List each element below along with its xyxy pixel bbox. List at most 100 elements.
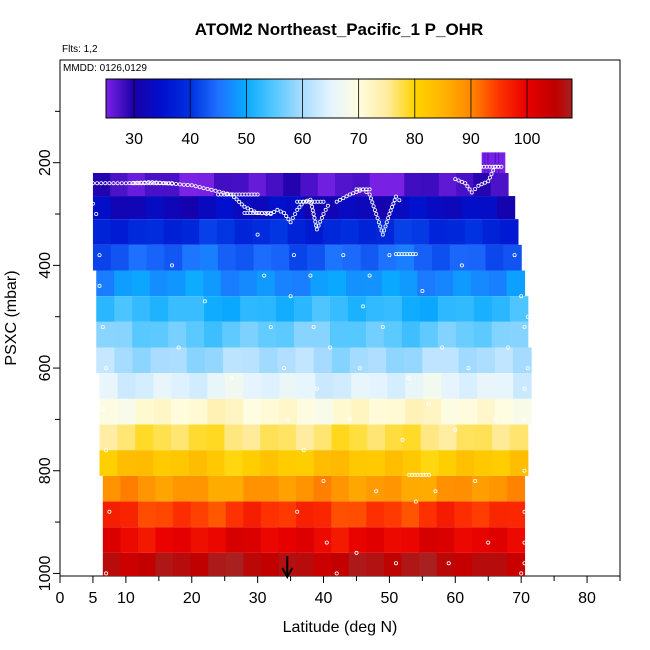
heatmap-cell [120, 501, 139, 528]
track-point [173, 181, 178, 186]
heatmap-cell [224, 424, 243, 451]
heatmap-cell [404, 172, 423, 197]
heatmap-cell [409, 196, 428, 220]
heatmap-cell [455, 321, 475, 348]
heatmap-cell [305, 219, 324, 245]
heatmap-cell [225, 398, 244, 425]
heatmap-cell [348, 552, 367, 576]
track-point [312, 215, 317, 220]
track-point [308, 273, 313, 278]
heatmap-cell [199, 219, 218, 245]
colorbar-tick-lines [133, 79, 528, 118]
track-point [325, 203, 330, 208]
track-point [115, 181, 120, 186]
track-point [372, 208, 377, 213]
track-point [324, 540, 329, 545]
colorbar-tick-label: 30 [125, 131, 143, 148]
heatmap-cell [120, 475, 139, 502]
heatmap-cell [279, 398, 298, 425]
track-point [138, 180, 143, 185]
track-point [453, 427, 458, 432]
track-point [286, 217, 291, 222]
heatmap-cell [278, 475, 297, 502]
heatmap-cell [363, 270, 383, 297]
heatmap-cell [292, 270, 311, 297]
heatmap-cell [222, 296, 241, 322]
heatmap-cell [117, 450, 136, 476]
heatmap-cell [366, 475, 385, 502]
x-tick-label: 80 [578, 590, 596, 607]
track-point [378, 224, 383, 229]
heatmap-cell [225, 501, 244, 528]
heatmap-cell [96, 321, 115, 348]
track-point [364, 189, 369, 194]
heatmap-cell [444, 196, 463, 220]
colorbar-tick-label: 80 [406, 131, 424, 148]
heatmap-cell [233, 196, 252, 220]
heatmap-cell [454, 501, 473, 528]
heatmap-cell [385, 424, 404, 451]
heatmap-cell [349, 424, 368, 451]
heatmap-cell [137, 552, 157, 576]
heatmap-cell [383, 527, 403, 553]
heatmap-cell [155, 475, 174, 502]
heatmap-cell [365, 296, 385, 322]
track-point [213, 188, 218, 193]
track-point [465, 184, 470, 189]
track-point [285, 417, 290, 422]
x-tick-label: 50 [381, 590, 399, 607]
heatmap-cell [114, 347, 134, 374]
heatmap-cell [110, 244, 130, 271]
track-point [463, 181, 468, 186]
heatmap-cell [473, 321, 493, 348]
heatmap-cell [222, 321, 241, 348]
heatmap-cell [335, 172, 353, 197]
heatmap-cell [423, 398, 442, 425]
heatmap-cell [483, 152, 486, 173]
heatmap-cell [331, 527, 350, 553]
colorbar-tick-label: 50 [237, 131, 255, 148]
track-point [491, 168, 496, 173]
heatmap-cell [171, 398, 191, 425]
heatmap-cell [313, 347, 333, 374]
heatmap-cell [241, 347, 260, 374]
track-point [100, 407, 105, 412]
heatmap-cell [190, 552, 209, 576]
heatmap-cell [258, 321, 277, 348]
track-point [311, 211, 316, 216]
heatmap-cell [438, 172, 457, 197]
heatmap-cell [471, 552, 490, 576]
heatmap-cell [256, 270, 276, 297]
heatmap-cell [276, 296, 295, 322]
track-point [245, 206, 250, 211]
track-point [229, 376, 234, 381]
track-point [459, 179, 464, 184]
heatmap-cell [333, 398, 352, 425]
track-point [459, 263, 464, 268]
heatmap-cell [365, 321, 385, 348]
heatmap-cell [454, 527, 473, 553]
heatmap-cell [401, 321, 421, 348]
heatmap-cell [471, 527, 490, 553]
heatmap-cell [163, 219, 183, 245]
heatmap-cell [312, 296, 331, 322]
heatmap-cell [253, 244, 272, 271]
track-point [388, 208, 393, 213]
heatmap-cell [207, 398, 226, 425]
track-point [288, 294, 293, 299]
heatmap-cell [494, 347, 514, 374]
track-point [522, 324, 527, 329]
track-point [278, 209, 283, 214]
track-point [341, 253, 346, 258]
x-axis-label: Latitude (deg N) [283, 619, 398, 636]
heatmap-cell [110, 196, 129, 220]
heatmap-cell [491, 321, 511, 348]
track-point [193, 184, 198, 189]
heatmap-cell [283, 172, 302, 197]
track-point [489, 171, 494, 176]
heatmap-cell [499, 152, 502, 173]
heatmap-cell [188, 450, 208, 476]
track-point [205, 186, 210, 191]
heatmap-cell [385, 450, 404, 476]
heatmap-cell [497, 152, 500, 173]
